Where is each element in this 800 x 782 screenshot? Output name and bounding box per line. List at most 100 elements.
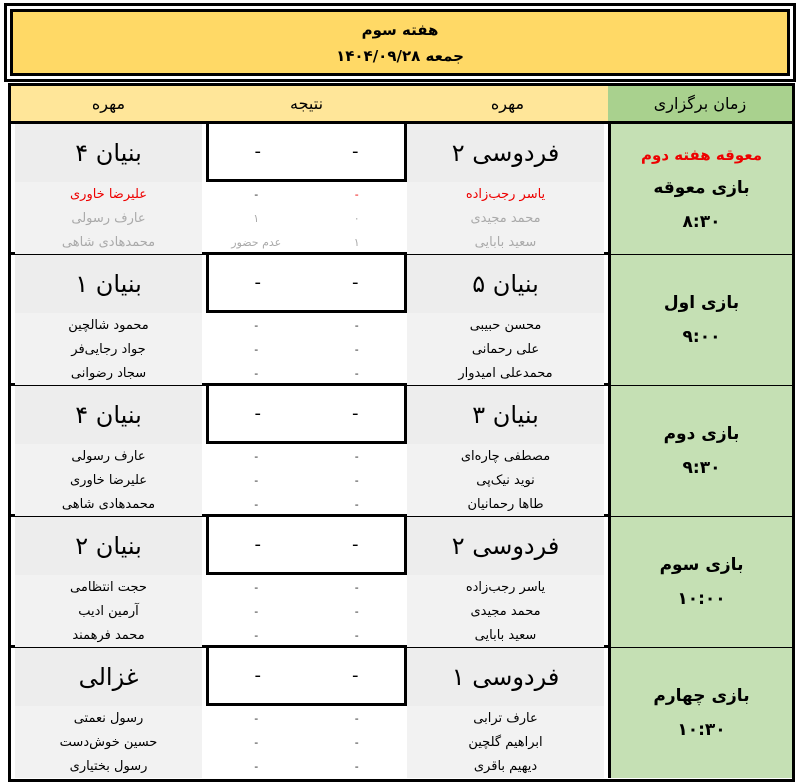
away-player: محمود شالچین [15,313,202,337]
match-name: بازی دوم [663,424,740,444]
board-away-score: - [254,497,259,511]
board-home-score: ۰ [353,211,360,225]
board-away-score: - [254,628,259,642]
board-score: - - [206,182,407,206]
home-score: - [352,272,359,293]
away-player: سجاد رضوانی [15,361,202,385]
home-player: یاسر رجب‌زاده [407,182,604,206]
match-block: بازی سوم ۱۰:۰۰ فردوسی ۲ - - بنیان ۲ یاسر … [11,517,792,648]
board-score: - - [206,706,407,730]
board-away-score: - [254,449,259,463]
match-time: ۱۰:۰۰ [677,589,726,609]
board-score: ۰ ۱ [206,206,407,230]
match-name: بازی اول [663,293,740,313]
board-score: - - [206,313,407,337]
match-time: ۹:۳۰ [682,458,721,478]
board-away-score: - [254,580,259,594]
away-player: جواد رجایی‌فر [15,337,202,361]
board-home-score: - [354,580,359,594]
away-player: حسین خوش‌دست [15,730,202,754]
header-result: نتیجه [290,94,324,113]
board-score: - - [206,468,407,492]
board-away-score: - [254,604,259,618]
home-team: بنیان ۵ [407,255,604,313]
home-team: فردوسی ۲ [407,517,604,575]
board-home-score: - [354,187,359,201]
match-list: معوقه هفته دوم بازی معوقه ۸:۳۰ فردوسی ۲ -… [11,124,792,779]
match-time-cell: بازی سوم ۱۰:۰۰ [608,517,792,647]
board-score: - - [206,599,407,623]
away-team: غزالی [15,648,202,706]
board-home-score: - [354,711,359,725]
home-team: فردوسی ۲ [407,124,604,182]
board-home-score: - [354,342,359,356]
away-team: بنیان ۴ [15,386,202,444]
board-home-score: - [354,628,359,642]
away-score: - [254,665,262,686]
board-score: - - [206,361,407,385]
board-score: - - [206,754,407,778]
match-note: معوقه هفته دوم [641,146,762,164]
match-time: ۸:۳۰ [682,212,721,232]
board-home-score: - [354,449,359,463]
away-score: - [254,534,262,555]
away-score: - [254,272,262,293]
board-home-score: - [354,497,359,511]
board-score: - - [206,623,407,647]
home-player: طاها رحمانیان [407,492,604,516]
match-block: بازی چهارم ۱۰:۳۰ فردوسی ۱ - - غزالی عارف … [11,648,792,779]
match-block: بازی دوم ۹:۳۰ بنیان ۳ - - بنیان ۴ مصطفی چ… [11,386,792,517]
board-score: - - [206,492,407,516]
match-name: بازی معوقه [653,178,750,198]
board-home-score: ۱ [353,235,360,249]
away-player: علیرضا خاوری [15,468,202,492]
schedule-table: زمان برگزاری مهره نتیجه مهره معوقه هفته … [8,83,795,782]
away-player: عارف رسولی [15,444,202,468]
result-box: - - [206,124,407,182]
match-time-cell: بازی دوم ۹:۳۰ [608,386,792,516]
home-player: سعید بابایی [407,230,604,254]
board-away-score: - [254,711,259,725]
board-score: - - [206,337,407,361]
header-away: مهره [91,94,126,113]
away-team: بنیان ۱ [15,255,202,313]
home-player: محمد مجیدی [407,599,604,623]
match-time-cell: معوقه هفته دوم بازی معوقه ۸:۳۰ [608,124,792,254]
away-score: - [254,141,262,162]
board-away-score: ۱ [253,211,260,225]
match-block: بازی اول ۹:۰۰ بنیان ۵ - - بنیان ۱ محسن حب… [11,255,792,386]
home-score: - [352,665,359,686]
home-score: - [352,403,359,424]
match-time: ۹:۰۰ [682,327,721,347]
away-player: رسول نعمتی [15,706,202,730]
result-box: - - [206,648,407,706]
match-name: بازی چهارم [653,686,750,706]
board-score: - - [206,444,407,468]
board-score: ۱ عدم حضور [206,230,407,254]
home-player: محمد مجیدی [407,206,604,230]
match-time-cell: بازی چهارم ۱۰:۳۰ [608,648,792,778]
home-score: - [352,141,359,162]
board-home-score: - [354,759,359,773]
home-player: ابراهیم گلچین [407,730,604,754]
away-team: بنیان ۴ [15,124,202,182]
board-away-score: - [254,318,259,332]
away-player: عارف رسولی [15,206,202,230]
board-away-score: - [254,342,259,356]
result-box: - - [206,386,407,444]
home-player: دیهیم باقری [407,754,604,778]
home-team: فردوسی ۱ [407,648,604,706]
board-home-score: - [354,366,359,380]
away-player: حجت انتظامی [15,575,202,599]
header-home: مهره [490,94,525,113]
home-player: سعید بابایی [407,623,604,647]
board-away-score: - [254,735,259,749]
away-score: - [254,403,262,424]
title-box: هفته سوم جمعه ۱۴۰۴/۰۹/۲۸ [4,3,796,82]
board-home-score: - [354,473,359,487]
away-team: بنیان ۲ [15,517,202,575]
away-player: آرمین ادیب [15,599,202,623]
header-time: زمان برگزاری [608,86,792,121]
away-player: محمد فرهمند [15,623,202,647]
home-player: مصطفی چاره‌ای [407,444,604,468]
